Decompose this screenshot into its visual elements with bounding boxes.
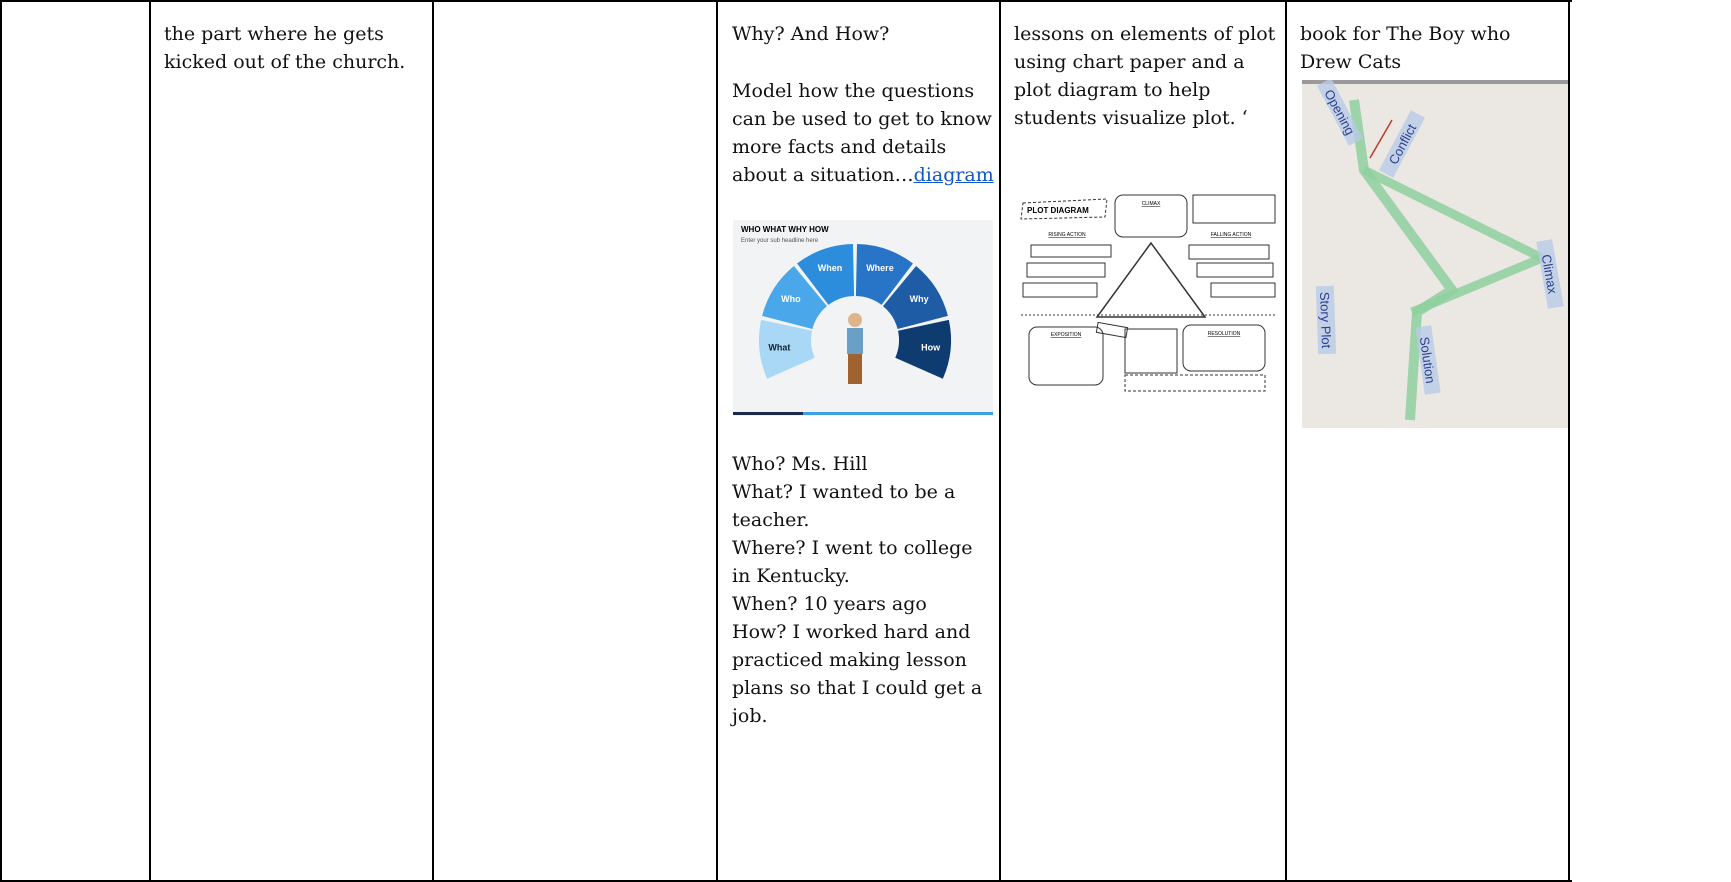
link[interactable]: diagram [913,164,994,186]
wheel-segment [759,319,815,379]
cell-text: lessons on elements of plot using chart … [1014,23,1276,129]
wheel-segment [762,265,827,329]
tape-label: Solution [1415,325,1441,395]
wheel-segment [883,265,948,329]
cell-heading: Why? And How? [732,23,890,45]
person-head [848,313,862,327]
cell-line: What? I wanted to be a teacher. [732,481,956,531]
person-body [847,328,863,354]
column-border [1568,0,1570,882]
table-border [0,880,1572,882]
handwritten-label: Climax [1539,253,1561,295]
plot-diagram: PLOT DIAGRAM CLIMAX RISING ACTION FALLING A… [1017,185,1279,395]
segment-label: Where [866,263,894,273]
segment-label: Why [910,294,929,304]
handwritten-label: Solution [1417,336,1438,385]
wheel-segment [895,319,951,379]
cell-lines: Who? Ms. Hill What? I wanted to be a teac… [732,450,994,730]
cell-line: Who? Ms. Hill [732,453,868,475]
column-border [149,0,151,882]
segment-label: Who [781,294,801,304]
table-border [0,0,1572,2]
plot-label: EXPOSITION [1051,332,1082,338]
tape [1316,80,1364,146]
plot-title: PLOT DIAGRAM [1027,206,1089,215]
who-what-diagram: WHO WHAT WHY HOW Enter your sub headline … [733,220,993,416]
cell-line: How? I worked hard and practiced making … [732,621,983,727]
segment-label: What [768,343,790,353]
tape [1378,110,1426,178]
tape [1315,285,1337,355]
tape [1415,325,1441,395]
paragraph-text: Model how the questions can be used to g… [732,80,992,186]
tape-label: Story Plot [1315,285,1337,355]
cell-text: the part where he gets kicked out of the… [164,23,406,73]
plot-label: RISING ACTION [1048,232,1086,238]
tape [1536,239,1564,309]
column-border [0,0,2,882]
cell-text: book for The Boy who Drew Cats [1300,23,1511,73]
figure-subtitle: Enter your sub headline here [741,238,819,244]
person-legs [848,354,862,384]
wheel-segment [797,244,855,305]
segment-label: When [818,263,843,273]
wheel-segment [855,244,913,305]
plot-label: FALLING ACTION [1211,232,1252,238]
plot-label: CLIMAX [1142,201,1161,207]
tape-label: Climax [1536,239,1564,309]
cell-line: When? 10 years ago [732,593,927,615]
plot-label: RESOLUTION [1208,331,1241,337]
column-border [716,0,718,882]
column-border [1285,0,1287,882]
cell-line: Where? I went to college in Kentucky. [732,537,973,587]
column-border [999,0,1001,882]
segment-label: How [921,343,941,353]
column-border [432,0,434,882]
cell-paragraph: Model how the questions can be used to g… [732,77,994,189]
handwritten-label: Story Plot [1317,292,1334,349]
figure-title: WHO WHAT WHY HOW [741,225,829,234]
